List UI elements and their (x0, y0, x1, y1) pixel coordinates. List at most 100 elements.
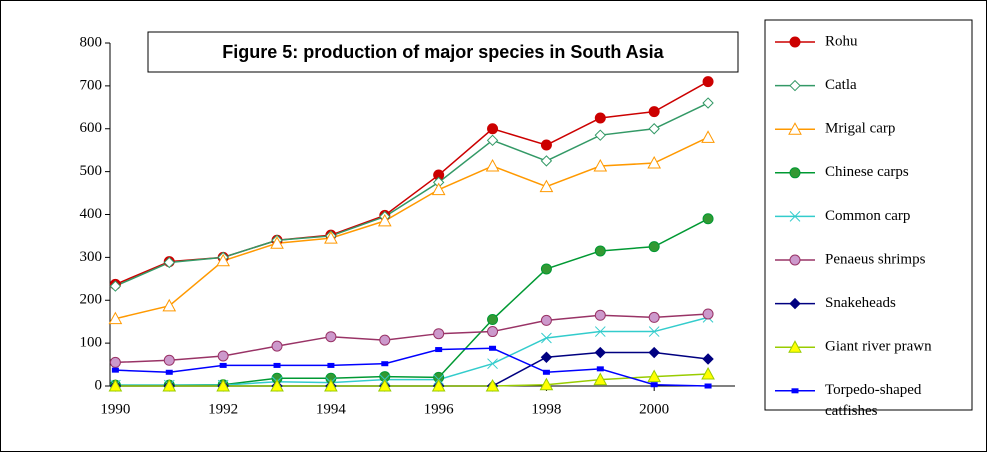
y-tick-label: 300 (80, 249, 103, 265)
marker (163, 256, 175, 269)
marker (324, 231, 338, 244)
legend-label: Mrigal carp (825, 121, 895, 137)
marker (216, 253, 230, 267)
marker (594, 112, 606, 124)
legend-label: Common carp (825, 208, 910, 224)
marker (789, 36, 801, 48)
marker (593, 159, 608, 172)
marker (377, 213, 392, 227)
legend-label: Giant river prawn (825, 339, 932, 355)
marker (540, 263, 552, 275)
marker (702, 76, 714, 88)
marker (594, 346, 607, 359)
marker (487, 326, 499, 338)
series-line (115, 313, 709, 364)
marker (108, 378, 123, 392)
marker (788, 340, 802, 353)
marker (541, 332, 552, 344)
marker (431, 378, 446, 392)
marker (433, 328, 445, 340)
marker (217, 350, 229, 362)
x-tick-label: 2000 (639, 401, 669, 417)
marker (594, 326, 606, 337)
y-tick-label: 500 (80, 163, 103, 179)
marker (594, 309, 606, 321)
marker (486, 134, 499, 147)
series-line (115, 316, 709, 386)
marker (377, 378, 392, 392)
x-tick-label: 1994 (316, 401, 347, 417)
marker (789, 167, 801, 179)
y-tick-label: 600 (80, 120, 103, 136)
legend-label: Snakeheads (825, 295, 896, 311)
plot-area: 0 100 200 300 400 500 600 700 800 1990 1992 1994 199… (80, 34, 735, 417)
marker (540, 314, 552, 326)
marker (648, 311, 660, 323)
marker (542, 369, 550, 375)
marker (647, 156, 662, 169)
marker (108, 311, 123, 325)
series-line (115, 102, 709, 287)
marker (325, 331, 337, 343)
y-tick-label: 0 (95, 377, 103, 393)
marker (701, 366, 715, 380)
marker (540, 155, 553, 167)
marker (270, 236, 284, 249)
marker (381, 361, 389, 367)
marker (435, 347, 443, 353)
marker (485, 159, 500, 172)
x-tick-label: 1996 (424, 401, 455, 417)
marker (271, 340, 283, 352)
series-line (115, 347, 709, 387)
title-box (147, 31, 739, 73)
y-tick-label: 700 (80, 77, 103, 93)
marker (789, 211, 801, 222)
legend-label: Torpedo-shaped catfishes (825, 382, 922, 419)
marker (324, 378, 338, 392)
marker (702, 97, 714, 109)
marker (704, 383, 712, 389)
marker (648, 346, 660, 359)
marker (789, 297, 801, 310)
marker (702, 308, 714, 320)
marker (109, 280, 122, 292)
marker (165, 369, 173, 375)
marker (596, 366, 604, 372)
marker (702, 353, 714, 365)
series-line (115, 136, 709, 320)
marker (487, 123, 499, 135)
marker (648, 326, 660, 337)
marker (701, 130, 715, 143)
y-tick-label: 100 (80, 335, 103, 351)
marker (487, 314, 499, 326)
marker (489, 345, 497, 351)
marker (539, 179, 554, 193)
marker (650, 382, 658, 388)
marker (487, 358, 498, 370)
marker (647, 369, 662, 383)
marker (327, 362, 335, 368)
legend-label: Penaeus shrimps (825, 251, 926, 267)
marker (219, 362, 227, 368)
marker (163, 354, 175, 366)
marker (111, 367, 119, 373)
x-tick-label: 1992 (208, 401, 238, 417)
marker (540, 139, 552, 151)
x-tick-label: 1998 (531, 401, 561, 417)
series-line (115, 373, 709, 387)
marker (789, 254, 801, 266)
legend-label: Catla (825, 77, 857, 93)
marker (270, 378, 284, 392)
marker (789, 79, 801, 92)
marker (648, 106, 660, 118)
marker (648, 241, 660, 253)
marker (788, 122, 802, 135)
marker (162, 378, 177, 392)
y-tick-label: 800 (80, 34, 103, 50)
y-tick-label: 200 (80, 292, 103, 308)
marker (702, 213, 714, 225)
marker (593, 372, 608, 386)
chart-title: Figure 5: production of major species in… (222, 42, 664, 62)
marker (539, 377, 554, 391)
